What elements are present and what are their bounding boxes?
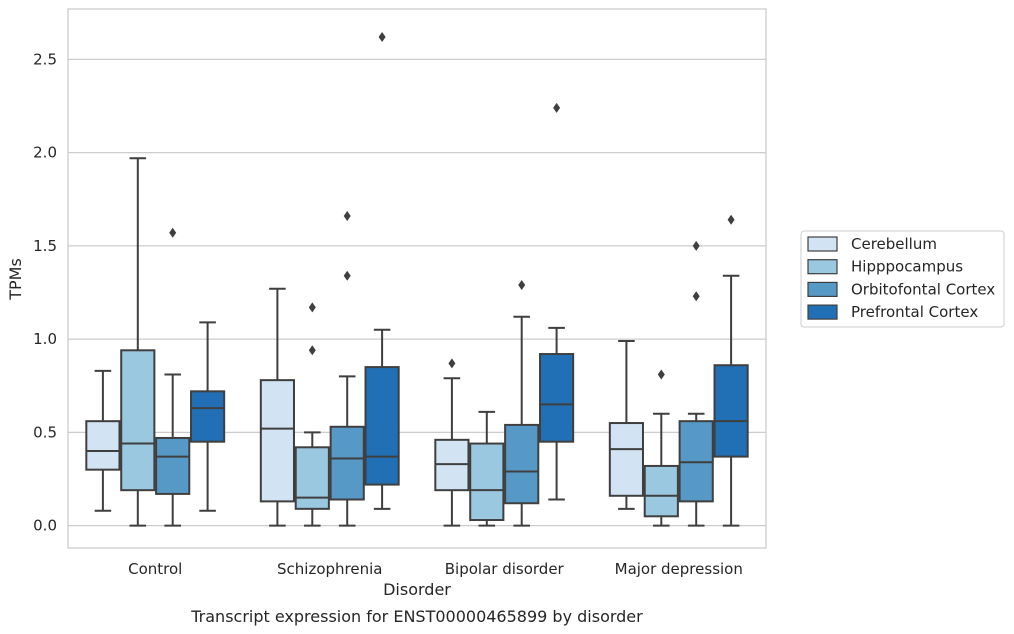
- y-tick-label: 1.0: [33, 330, 57, 348]
- chart-title: Transcript expression for ENST0000046589…: [190, 607, 643, 626]
- outlier-point: [692, 291, 700, 302]
- box-cerebellum: [434, 358, 470, 527]
- legend-label: Orbitofontal Cortex: [851, 280, 995, 298]
- legend-label: Hipppocampus: [851, 258, 963, 276]
- box-iqr: [155, 436, 191, 495]
- box-iqr: [329, 425, 365, 501]
- box-iqr: [469, 442, 505, 522]
- box-hipppocampus: [643, 369, 679, 527]
- box-iqr: [364, 366, 400, 486]
- y-tick-label: 1.5: [33, 237, 57, 255]
- box-hipppocampus: [120, 157, 156, 527]
- legend-items: Cerebellum Hipppocampus Orbitofontal Corte…: [807, 235, 995, 321]
- x-tick-labels: Control Schizophrenia Bipolar disorder Majo…: [128, 560, 743, 578]
- outlier-point: [727, 214, 735, 225]
- box-orbitofontal-cortex: [155, 227, 191, 527]
- legend-label: Cerebellum: [851, 235, 937, 253]
- x-tick-label: Control: [128, 560, 182, 578]
- outlier-point: [448, 358, 456, 369]
- box-prefrontal-cortex: [364, 31, 400, 510]
- x-tick-label: Schizophrenia: [277, 560, 382, 578]
- box-hipppocampus: [469, 410, 505, 527]
- box-cerebellum: [85, 369, 121, 512]
- box-cerebellum: [259, 287, 295, 527]
- box-iqr: [713, 364, 749, 458]
- box-prefrontal-cortex: [190, 321, 226, 512]
- legend-swatch: [807, 304, 838, 320]
- legend-swatch: [807, 236, 838, 252]
- box-iqr: [539, 353, 575, 443]
- y-tick-label: 0.0: [33, 517, 57, 535]
- x-tick-label: Major depression: [615, 560, 743, 578]
- y-tick-label: 0.5: [33, 423, 57, 441]
- gridlines: [68, 58, 766, 527]
- outlier-point: [308, 302, 316, 313]
- legend-swatch: [807, 259, 838, 275]
- box-cerebellum: [608, 339, 644, 510]
- outlier-point: [308, 345, 316, 356]
- box-prefrontal-cortex: [539, 102, 575, 501]
- legend: Cerebellum Hipppocampus Orbitofontal Corte…: [800, 230, 1005, 328]
- box-iqr: [259, 379, 295, 503]
- box-iqr: [120, 349, 156, 492]
- box-iqr: [504, 423, 540, 505]
- outlier-point: [553, 102, 561, 113]
- y-tick-label: 2.0: [33, 144, 57, 162]
- outlier-point: [692, 240, 700, 251]
- box-iqr: [294, 446, 330, 510]
- x-axis-label: Disorder: [383, 580, 451, 599]
- outlier-point: [378, 31, 386, 42]
- legend-label: Prefrontal Cortex: [851, 303, 978, 321]
- box-iqr: [190, 390, 226, 443]
- y-axis-label: TPMs: [6, 258, 25, 301]
- x-tick-label: Bipolar disorder: [445, 560, 565, 578]
- outlier-point: [518, 280, 526, 291]
- box-iqr: [608, 422, 644, 497]
- outlier-point: [657, 369, 665, 380]
- outlier-point: [169, 227, 177, 238]
- legend-swatch: [807, 281, 838, 297]
- box-hipppocampus: [294, 302, 330, 527]
- y-tick-labels: 0.0 0.5 1.0 1.5 2.0 2.5: [33, 50, 57, 534]
- legend-frame: [800, 230, 1005, 328]
- box-prefrontal-cortex: [713, 214, 749, 527]
- outlier-point: [343, 211, 351, 222]
- box-series: [85, 31, 749, 527]
- y-tick-label: 2.5: [33, 50, 57, 68]
- box-orbitofontal-cortex: [329, 211, 365, 527]
- box-iqr: [643, 464, 679, 518]
- box-iqr: [85, 420, 121, 471]
- box-orbitofontal-cortex: [504, 280, 540, 527]
- box-orbitofontal-cortex: [678, 240, 714, 527]
- outlier-point: [343, 270, 351, 281]
